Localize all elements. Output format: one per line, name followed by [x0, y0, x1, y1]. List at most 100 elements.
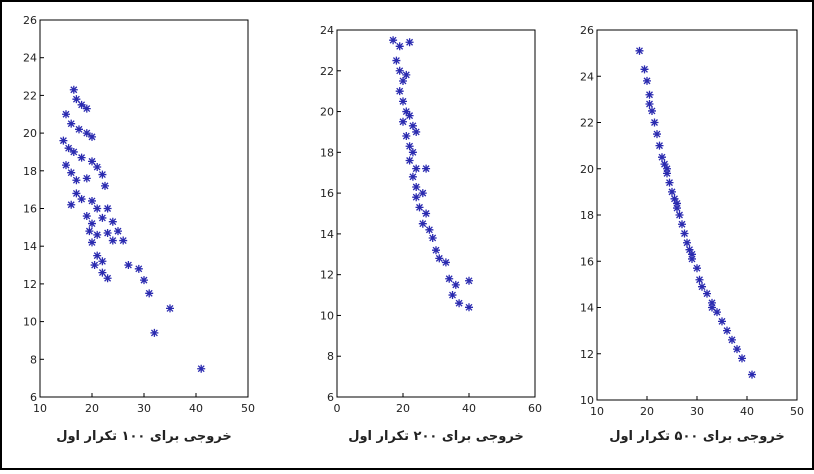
point [98, 170, 107, 179]
point [392, 56, 401, 65]
point [422, 164, 431, 173]
point [733, 345, 741, 354]
y-tick-label: 14 [580, 302, 594, 315]
point [418, 219, 427, 228]
point [140, 276, 148, 285]
point [703, 289, 711, 298]
y-tick-label: 12 [23, 278, 37, 291]
point [708, 303, 716, 312]
point [408, 172, 417, 181]
point [399, 117, 407, 126]
y-tick-label: 16 [580, 255, 594, 268]
x-tick-label: 0 [334, 402, 341, 415]
point [93, 163, 102, 172]
y-tick-label: 22 [23, 89, 37, 102]
point [103, 274, 112, 283]
point [673, 204, 681, 213]
point [688, 250, 696, 259]
x-tick-label: 30 [137, 402, 151, 415]
point [465, 276, 473, 285]
point [166, 304, 174, 313]
point [93, 251, 102, 260]
y-tick-label: 26 [23, 14, 37, 27]
point [59, 136, 68, 145]
point [408, 121, 417, 130]
x-tick-label: 10 [590, 405, 604, 418]
y-tick-label: 18 [320, 146, 334, 159]
point [655, 141, 664, 150]
point [88, 196, 96, 205]
y-tick-label: 16 [320, 187, 334, 200]
point [82, 212, 91, 221]
point [658, 153, 666, 162]
point [108, 217, 117, 226]
y-tick-label: 14 [320, 228, 334, 241]
point [75, 125, 83, 134]
y-tick-label: 22 [320, 65, 334, 78]
point [693, 264, 701, 273]
point [395, 42, 404, 51]
point [77, 100, 86, 109]
point [713, 308, 721, 317]
point [88, 219, 96, 228]
point [728, 335, 736, 344]
point [748, 370, 756, 379]
point [69, 85, 78, 94]
y-tick-label: 24 [320, 24, 334, 37]
point [395, 66, 404, 75]
point [451, 280, 460, 289]
point [405, 142, 414, 151]
x-tick-label: 30 [690, 405, 704, 418]
point [412, 127, 421, 136]
point [441, 258, 450, 267]
point [114, 227, 122, 236]
x-tick-label: 10 [33, 402, 47, 415]
point [98, 268, 107, 277]
point [82, 129, 91, 138]
y-tick-label: 8 [327, 350, 334, 363]
point [103, 204, 112, 213]
point [648, 106, 656, 115]
point [405, 156, 414, 165]
point [695, 275, 704, 284]
y-tick-label: 10 [580, 394, 594, 407]
caption: خروجی برای ۵۰۰ تکرار اول [609, 429, 785, 444]
point [119, 236, 128, 245]
y-tick-label: 12 [320, 269, 334, 282]
point [708, 298, 716, 307]
y-tick-label: 10 [23, 316, 37, 329]
point [197, 364, 206, 373]
point [62, 161, 70, 170]
point [663, 169, 671, 178]
caption: خروجی برای ۱۰۰ تکرار اول [56, 429, 232, 444]
point [645, 90, 654, 99]
point [405, 111, 414, 120]
point [134, 264, 143, 273]
point [675, 211, 684, 219]
point [82, 104, 91, 113]
point [93, 230, 102, 239]
point [412, 193, 421, 202]
y-tick-label: 12 [580, 348, 594, 361]
point [82, 174, 91, 183]
x-tick-label: 40 [189, 402, 203, 415]
caption: خروجی برای ۲۰۰ تکرار اول [348, 429, 524, 444]
point [402, 70, 411, 79]
point [678, 220, 686, 229]
point [98, 257, 107, 266]
point [88, 238, 96, 247]
y-tick-label: 26 [580, 24, 594, 37]
point [72, 189, 81, 198]
point [145, 289, 154, 298]
point [412, 164, 421, 173]
point [650, 118, 659, 127]
point [77, 153, 86, 162]
point [718, 317, 726, 326]
y-tick-label: 20 [320, 106, 334, 119]
x-tick-label: 50 [790, 405, 804, 418]
point [405, 38, 414, 47]
point [67, 168, 76, 177]
x-tick-label: 40 [462, 402, 476, 415]
